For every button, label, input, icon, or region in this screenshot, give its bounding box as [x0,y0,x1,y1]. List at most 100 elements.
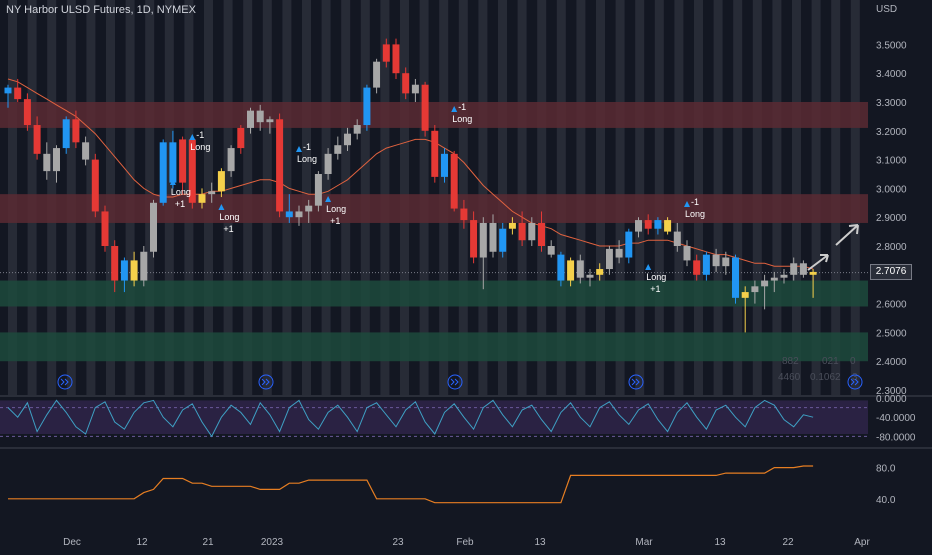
candle-body [693,260,701,275]
candle-body [421,84,429,131]
candle-body [586,274,594,278]
candle-body [809,271,817,275]
candle-body [344,133,351,146]
candle-body [382,44,390,62]
candle-body [276,119,284,212]
rsi-tick-label: -80.0000 [876,432,916,443]
candle-body [314,174,322,206]
candle-body [324,153,332,174]
price-tick-label: 3.5000 [876,40,907,51]
signal-minus-label: -1 [303,142,311,152]
candle-body [266,119,274,123]
faint-value: 3 [852,372,858,383]
candle-body [23,99,31,126]
zone-0 [0,102,868,128]
candle-body [373,61,381,88]
candle-body [256,110,264,123]
double-chevron-icon [631,378,640,386]
faint-value: 0.1062 [810,372,841,383]
time-tick-label: Feb [456,537,474,548]
jump-button[interactable] [628,374,644,390]
candle-body [431,130,439,177]
candle-body [528,222,536,241]
jump-circle [57,374,73,390]
signal-long-label: Long [171,187,191,197]
candle-body [470,220,478,258]
price-tick-label: 3.1000 [876,156,907,167]
candle-body [741,292,749,298]
candle-body [363,87,371,126]
candle-body [111,246,119,281]
candle-body [518,222,526,241]
candle-body [411,84,419,94]
signal-arrow-icon [169,179,176,185]
osc-tick-label: 40.0 [876,495,896,506]
time-tick-label: 22 [782,537,794,548]
candle-body [722,257,730,267]
candle-body [72,119,80,143]
candle-body [644,220,652,229]
candle-body [450,153,458,209]
jump-button[interactable] [847,374,863,390]
signal-arrow-icon [325,196,332,202]
signal-arrow-icon [218,204,225,210]
rsi-band [0,400,868,434]
time-tick-label: 23 [392,537,404,548]
candle-body [596,269,604,275]
signal-long-label: Long [297,154,317,164]
candle-body [150,202,157,252]
candle-body [770,277,778,281]
price-tick-label: 2.3000 [876,386,907,397]
candle-body [33,125,41,154]
faint-value: 882 [782,356,799,367]
candle-body [169,142,177,183]
candle-body [295,211,303,218]
chart-title: NY Harbor ULSD Futures, 1D, NYMEX [6,4,196,16]
double-chevron-icon [450,378,459,386]
candle-body [101,211,109,246]
forecast-arrow-icon [835,224,859,246]
signal-minus-label: -1 [196,130,204,140]
last-price-tag: 2.7076 [870,264,912,280]
candle-body [247,110,254,128]
candle-body [392,44,400,74]
candle-body [780,274,788,278]
signal-minus-label: -1 [458,102,466,112]
jump-circle [847,374,863,390]
candle-body [62,119,70,149]
candle-body [198,194,206,203]
signal-arrow-icon [296,146,302,152]
jump-circle [628,374,644,390]
jump-button[interactable] [57,374,73,390]
candle-body [14,87,22,100]
candle-body [790,263,798,275]
price-tick-label: 2.6000 [876,300,907,311]
time-tick-label: Mar [635,537,653,548]
time-tick-label: Dec [63,537,81,548]
jump-button[interactable] [258,374,274,390]
signal-plus-label: +1 [223,224,233,234]
candle-body [673,231,681,246]
forecast-arrow-icon [807,254,829,271]
signal-arrow-icon [645,264,652,270]
price-tick-label: 2.8000 [876,242,907,253]
zone-1 [0,194,868,223]
candle-body [130,260,138,281]
faint-value: 4460 [778,372,801,383]
jump-button[interactable] [447,374,463,390]
zone-3 [0,332,868,362]
candle-body [499,228,507,252]
candle-body [751,286,759,293]
signal-plus-label: +1 [650,284,660,294]
jump-circle [258,374,274,390]
candle-body [188,139,196,203]
jump-circle [447,374,463,390]
candle-body [43,153,51,172]
candle-body [683,246,691,261]
candle-body [712,254,720,267]
double-chevron-icon [850,378,859,386]
candle-body [576,260,584,278]
signal-long-label: Long [452,114,472,124]
